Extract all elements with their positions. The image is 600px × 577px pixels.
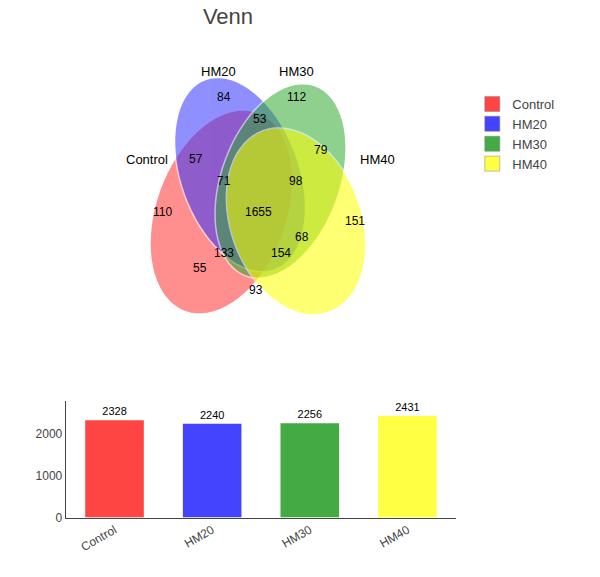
svg-text:HM40: HM40 <box>360 152 395 167</box>
svg-text:93: 93 <box>249 283 263 297</box>
svg-text:151: 151 <box>345 214 365 228</box>
svg-text:Control: Control <box>79 523 120 554</box>
svg-text:HM30: HM30 <box>512 137 547 152</box>
svg-text:HM30: HM30 <box>280 522 315 550</box>
svg-text:68: 68 <box>295 230 309 244</box>
svg-text:57: 57 <box>189 152 203 166</box>
svg-text:71: 71 <box>217 174 231 188</box>
svg-text:133: 133 <box>214 246 234 260</box>
svg-text:110: 110 <box>153 205 172 219</box>
svg-text:79: 79 <box>314 143 328 157</box>
svg-text:HM20: HM20 <box>201 64 236 79</box>
svg-text:HM20: HM20 <box>182 522 217 550</box>
svg-text:HM30: HM30 <box>279 64 314 79</box>
svg-text:112: 112 <box>287 90 306 104</box>
svg-text:HM40: HM40 <box>512 157 547 172</box>
svg-text:84: 84 <box>217 90 231 104</box>
svg-text:154: 154 <box>271 246 291 260</box>
svg-text:0: 0 <box>56 511 63 525</box>
svg-text:2240: 2240 <box>200 409 224 421</box>
svg-text:2328: 2328 <box>102 405 126 417</box>
svg-text:Control: Control <box>126 152 168 167</box>
svg-text:HM20: HM20 <box>512 117 547 132</box>
svg-text:2431: 2431 <box>395 401 419 413</box>
svg-text:2000: 2000 <box>36 427 63 441</box>
svg-text:98: 98 <box>289 174 303 188</box>
svg-text:Control: Control <box>512 97 554 112</box>
svg-text:1655: 1655 <box>245 205 272 219</box>
svg-text:HM40: HM40 <box>377 522 412 550</box>
svg-text:Venn: Venn <box>203 4 253 29</box>
svg-text:1000: 1000 <box>36 469 63 483</box>
svg-text:55: 55 <box>193 261 207 275</box>
svg-text:53: 53 <box>253 112 267 126</box>
svg-text:2256: 2256 <box>298 408 322 420</box>
